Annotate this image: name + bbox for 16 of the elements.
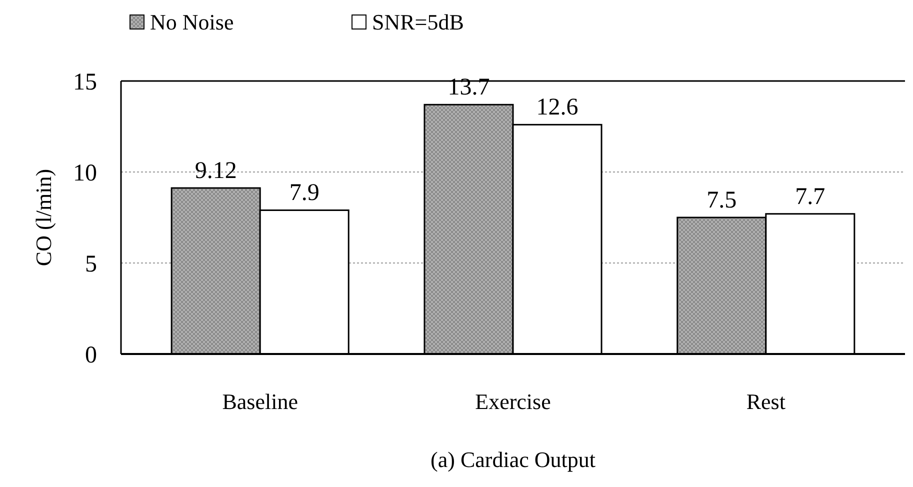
data-label: 12.6 [536, 94, 578, 121]
y-tick-label: 10 [73, 160, 97, 186]
legend-label: SNR=5dB [372, 10, 464, 35]
legend-label: No Noise [150, 10, 234, 35]
x-tick-label: Exercise [475, 389, 551, 414]
text: (a) Cardiac Output [430, 447, 596, 472]
data-label: 7.5 [706, 188, 737, 214]
x-tick-label: Baseline [222, 389, 298, 414]
y-tick-label: 5 [85, 251, 97, 278]
y-tick-label: 0 [85, 342, 97, 368]
x-tick-label: Rest [746, 389, 786, 414]
y-axis-title: CO (l/min) [31, 168, 56, 266]
y-tick-label: 15 [73, 69, 97, 96]
data-label: 9.12 [194, 158, 237, 184]
data-label: 7.9 [289, 180, 320, 206]
data-label: 7.7 [795, 184, 826, 210]
